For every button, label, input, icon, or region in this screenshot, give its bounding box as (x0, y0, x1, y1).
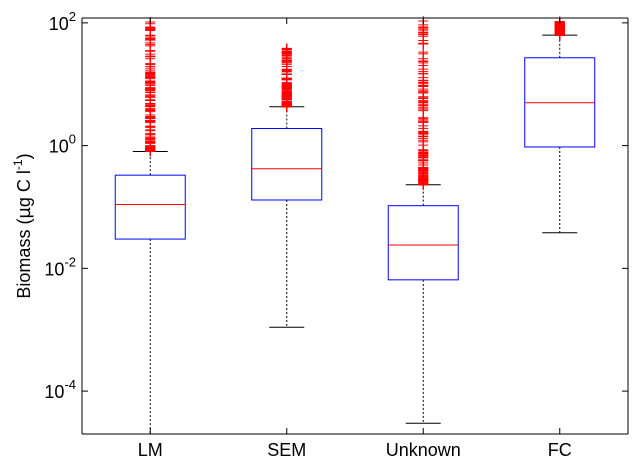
y-tick-label-exponent: 0 (69, 132, 76, 147)
y-tick-label-exponent: 2 (69, 9, 76, 24)
outlier-marker (418, 135, 429, 146)
y-tick-label-base: 10 (44, 382, 64, 402)
outlier-marker (418, 47, 429, 58)
outlier-markers (418, 15, 429, 190)
outlier-marker (418, 120, 429, 131)
outlier-marker (418, 178, 429, 189)
outlier-marker (145, 99, 156, 110)
x-tick-label: Unknown (386, 440, 461, 460)
outlier-marker (281, 89, 292, 100)
outlier-marker (281, 69, 292, 80)
x-tick-label: SEM (267, 440, 306, 460)
outlier-marker (418, 38, 429, 49)
outlier-marker (281, 46, 292, 57)
outlier-marker (145, 45, 156, 56)
outlier-markers (145, 16, 156, 157)
outlier-marker (145, 33, 156, 44)
plot-area (82, 18, 628, 434)
outlier-marker (418, 102, 429, 113)
outlier-marker (418, 168, 429, 179)
y-axis-label-part-3: ) (14, 153, 34, 159)
y-tick-label-base: 10 (44, 259, 64, 279)
outlier-marker (418, 77, 429, 88)
y-axis-label-mu: µ (14, 207, 35, 219)
outlier-marker (418, 56, 429, 67)
y-axis-label: Biomass (µg C l-1) (11, 153, 35, 298)
outlier-marker (554, 24, 565, 35)
y-tick-label-base: 10 (49, 14, 69, 34)
outlier-marker (281, 101, 292, 112)
outlier-marker (418, 144, 429, 155)
y-tick-label-base: 10 (49, 137, 69, 157)
box-group (251, 43, 323, 328)
outlier-marker (145, 140, 156, 151)
box-group (524, 16, 596, 234)
outlier-marker (418, 68, 429, 79)
y-axis-label-superscript: -1 (11, 159, 25, 170)
y-axis-label-part-1: Biomass ( (14, 219, 34, 299)
y-tick-label: 10-4 (44, 377, 76, 402)
box-group (387, 15, 459, 424)
x-ticks-layer: LM SEM Unknown FC (138, 18, 572, 460)
outlier-marker (418, 87, 429, 98)
outlier-markers (281, 43, 292, 112)
y-tick-label: 102 (49, 9, 76, 34)
y-tick-label-exponent: -4 (64, 377, 76, 392)
boxes-layer (114, 15, 596, 435)
box-iqr (251, 127, 323, 201)
y-tick-label: 100 (49, 132, 76, 157)
outlier-marker (418, 154, 429, 165)
outlier-marker (281, 56, 292, 67)
y-axis-label-part-2: g C l (14, 170, 34, 207)
x-tick-label: FC (548, 440, 572, 460)
outlier-marker (145, 66, 156, 77)
y-tick-label-exponent: -2 (64, 254, 76, 269)
outlier-marker (145, 82, 156, 93)
box-iqr (387, 205, 459, 281)
y-tick-label: 10-2 (44, 254, 76, 279)
x-tick-label: LM (138, 440, 163, 460)
box-iqr (114, 174, 186, 240)
box-group (114, 16, 186, 435)
axes-layer (81, 17, 629, 435)
outlier-marker (145, 111, 156, 122)
